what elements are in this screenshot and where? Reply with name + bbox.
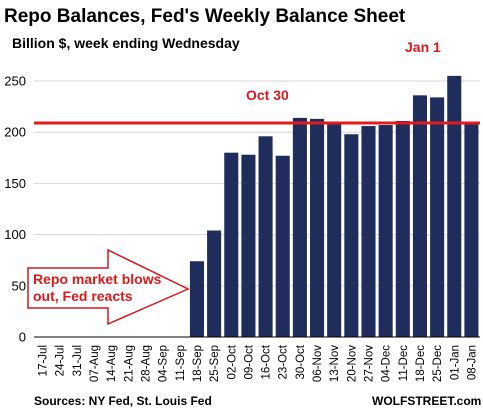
bar-06-Nov [310, 118, 325, 337]
x-tick-label: 18-Dec [415, 345, 427, 382]
bar-23-Oct [275, 155, 290, 337]
bar-27-Nov [361, 126, 376, 337]
x-tick-label: 11-Sep [175, 345, 187, 381]
x-tick-label: 31-Jul [72, 345, 84, 376]
chart-title: Repo Balances, Fed's Weekly Balance Shee… [4, 6, 406, 27]
chart-subtitle: Billion $, week ending Wednesday [12, 35, 240, 51]
x-tick-label: 01-Jan [449, 345, 461, 380]
bar-09-Oct [241, 154, 256, 337]
bar-04-Dec [378, 125, 393, 337]
bar-18-Sep [189, 261, 204, 337]
x-tick-label: 06-Nov [312, 345, 324, 382]
x-tick-label: 08-Jan [466, 345, 478, 380]
bar-18-Dec [412, 95, 427, 337]
x-tick-label: 27-Nov [364, 345, 376, 382]
x-tick-label: 24-Jul [55, 345, 67, 376]
annotation-jan-1: Jan 1 [405, 39, 441, 55]
source-note: Sources: NY Fed, St. Louis Fed [34, 394, 212, 408]
bar-08-Jan [464, 122, 479, 337]
x-tick-label: 02-Oct [226, 344, 238, 379]
x-tick-label: 21-Aug [123, 345, 135, 382]
annotation-oct-30: Oct 30 [246, 87, 289, 103]
bar-30-Oct [292, 117, 307, 337]
bar-02-Oct [224, 152, 239, 337]
x-tick-label: 07-Aug [89, 345, 101, 382]
x-axis-ticks: 17-Jul 24-Jul 31-Jul 07-Aug 14-Aug 21-Aug 28-A… [38, 344, 479, 382]
bar-16-Oct [258, 136, 273, 337]
bar-25-Dec [430, 97, 445, 337]
annotation-repo-line-1: Repo market blows [33, 271, 162, 287]
x-tick-label: 04-Sep [158, 345, 170, 382]
annotation-arrow-shape [27, 248, 190, 326]
bar-13-Nov [327, 122, 342, 337]
y-tick-label: 200 [4, 125, 26, 140]
x-tick-label: 11-Dec [398, 345, 410, 381]
y-tick-label: 50 [12, 278, 26, 293]
bar-25-Sep [207, 230, 222, 337]
credit-note: WOLFSTREET.com [372, 394, 481, 408]
bars [189, 75, 479, 337]
y-tick-label: 0 [19, 330, 26, 345]
x-tick-label: 04-Dec [381, 345, 393, 382]
x-tick-label: 25-Dec [432, 345, 444, 382]
y-tick-label: 150 [4, 176, 26, 191]
x-tick-label: 20-Nov [346, 345, 358, 382]
x-tick-label: 13-Nov [329, 345, 341, 382]
x-tick-label: 25-Sep [209, 345, 221, 382]
y-axis-ticks: 0 50 100 150 200 250 [4, 74, 26, 345]
x-tick-label: 17-Jul [38, 345, 50, 376]
x-tick-label: 14-Aug [106, 345, 118, 382]
bar-20-Nov [344, 134, 359, 337]
bar-01-Jan [447, 75, 462, 337]
x-tick-label: 30-Oct [295, 344, 307, 379]
x-tick-label: 23-Oct [278, 344, 290, 379]
y-tick-label: 100 [4, 227, 26, 242]
annotation-repo-line-2: out, Fed reacts [33, 288, 133, 304]
y-tick-label: 250 [4, 74, 26, 89]
x-tick-label: 18-Sep [192, 345, 204, 382]
x-tick-label: 28-Aug [141, 345, 153, 382]
x-tick-label: 09-Oct [243, 344, 255, 379]
x-tick-label: 16-Oct [261, 344, 273, 379]
bar-11-Dec [395, 120, 410, 337]
